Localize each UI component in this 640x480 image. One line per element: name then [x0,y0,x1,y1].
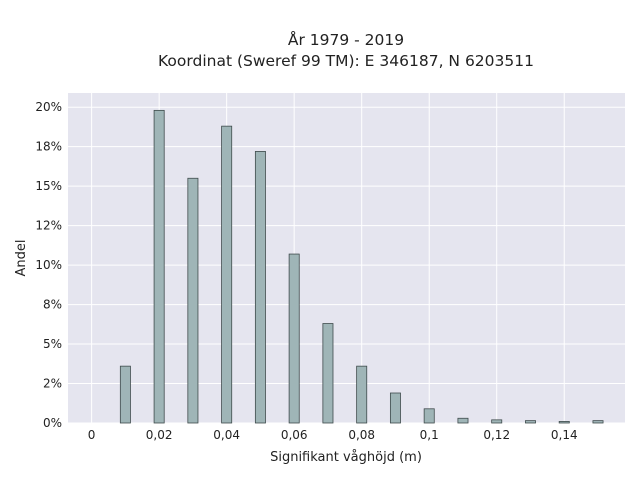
chart-subtitle: Koordinat (Sweref 99 TM): E 346187, N 62… [158,52,534,70]
y-tick-label: 2% [43,377,62,391]
x-tick-label: 0 [88,428,96,442]
x-tick-label: 0,04 [213,428,240,442]
histogram-bar [491,419,503,424]
histogram-bar [119,365,131,424]
y-tick-label: 15% [35,179,62,193]
bars [119,109,604,424]
y-axis-label: Andel [14,240,29,277]
histogram-bar [153,109,165,424]
x-tick-label: 0,08 [348,428,375,442]
histogram-bar [187,177,199,424]
y-tick-label: 8% [43,298,62,312]
y-tick-label: 10% [35,258,62,272]
histogram-bar [558,421,570,424]
histogram-bar [389,392,401,424]
plot-area [68,93,625,423]
y-tick-label: 5% [43,337,62,351]
x-tick-label: 0,06 [281,428,308,442]
x-axis-ticks: 0 0,02 0,04 0,06 0,08 0,1 0,12 0,14 [88,428,578,442]
x-tick-label: 0,1 [420,428,439,442]
histogram-bar [288,253,300,424]
histogram-bar [525,420,536,424]
x-tick-label: 0,02 [146,428,173,442]
histogram-bar [356,365,368,424]
y-tick-label: 18% [35,140,62,154]
x-tick-label: 0,14 [551,428,578,442]
y-tick-label: 20% [35,100,62,114]
histogram-bar [457,417,469,424]
x-axis-label: Signifikant våghöjd (m) [270,450,422,465]
histogram-bar [322,323,334,424]
histogram-bar [254,151,266,424]
histogram-bar [423,408,435,424]
chart-title: År 1979 - 2019 [288,30,404,49]
y-tick-label: 0% [43,416,62,430]
y-tick-label: 12% [35,219,62,233]
histogram-bar [592,420,604,424]
x-tick-label: 0,12 [483,428,510,442]
y-axis-ticks: 0% 2% 5% 8% 10% 12% 15% 18% 20% [35,100,62,430]
histogram-bar [221,125,233,424]
